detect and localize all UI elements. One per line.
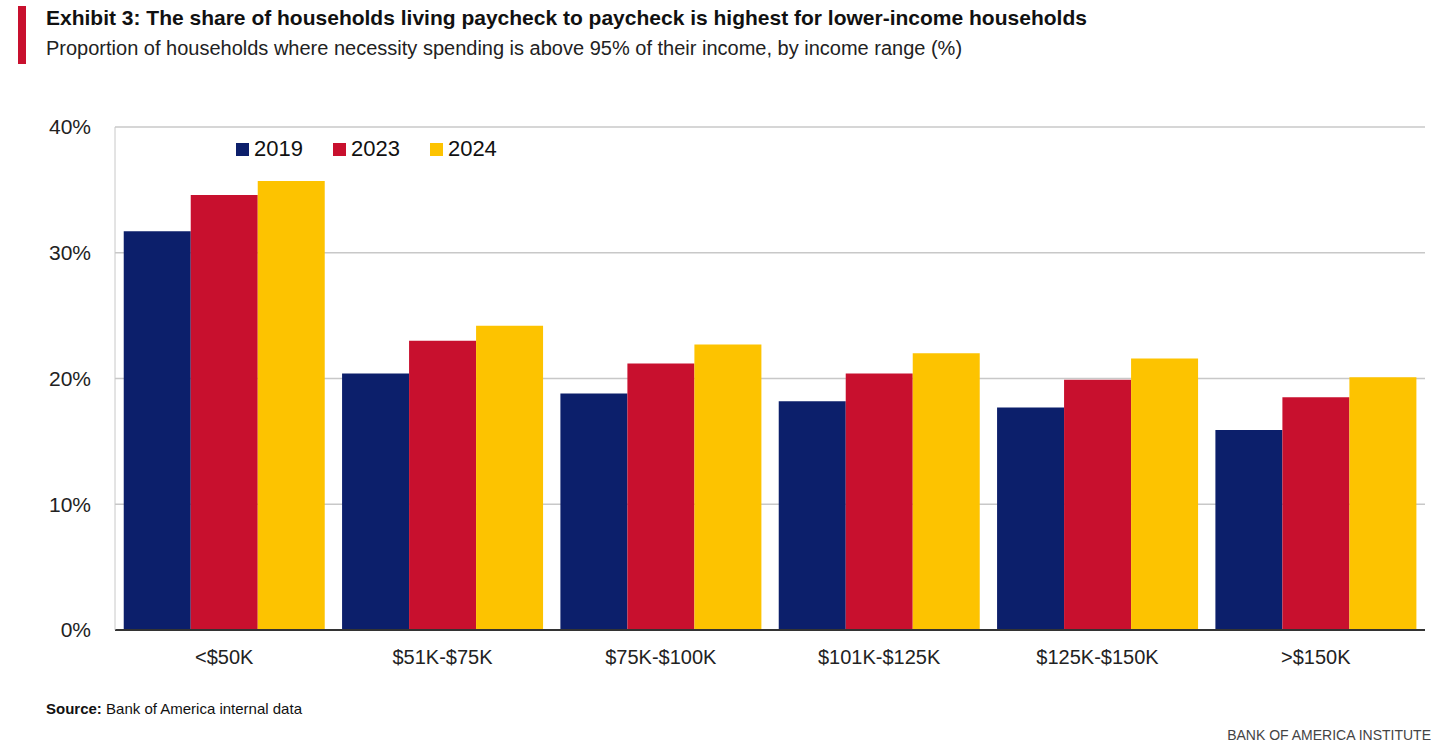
- html-text:Source: Bank of America intern: Source: Bank of America internal data: [46, 700, 302, 717]
- svg-text:$51K-$75K: $51K-$75K: [392, 646, 493, 668]
- svg-text:40%: 40%: [49, 115, 91, 138]
- html-text:2019: 2019: [254, 136, 303, 161]
- svg-text:$75K-$100K: $75K-$100K: [605, 646, 717, 668]
- html-text:Exhibit 3: The share of househ: Exhibit 3: The share of households livin…: [46, 6, 1087, 29]
- svg-text:20%: 20%: [49, 367, 91, 390]
- svg-text:>$150K: >$150K: [1281, 646, 1351, 668]
- svg-text:<$50K: <$50K: [195, 646, 254, 668]
- svg-text:0%: 0%: [61, 618, 91, 641]
- svg-text:10%: 10%: [49, 493, 91, 516]
- svg-text:30%: 30%: [49, 241, 91, 264]
- svg-text:$125K-$150K: $125K-$150K: [1036, 646, 1159, 668]
- html-text:2024: 2024: [447, 136, 497, 161]
- svg-text:$101K-$125K: $101K-$125K: [818, 646, 941, 668]
- html-text:BANK OF AMERICA INSTITUTE: BANK OF AMERICA INSTITUTE: [1227, 727, 1431, 743]
- html-text:Proportion of households where: Proportion of households where necessity…: [46, 37, 963, 59]
- html-text:2023: 2023: [351, 136, 400, 161]
